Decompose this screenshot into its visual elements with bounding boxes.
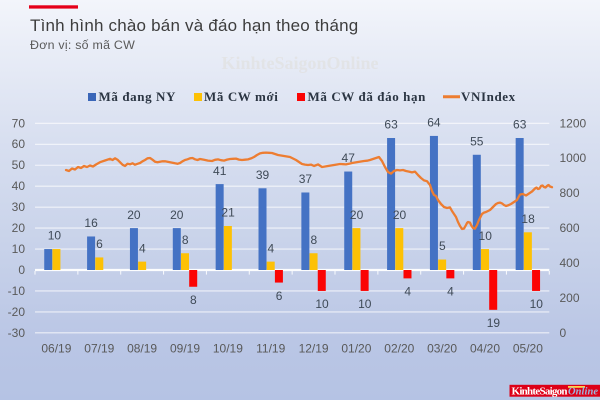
- svg-text:6: 6: [276, 289, 283, 303]
- svg-text:07/19: 07/19: [84, 342, 114, 356]
- svg-text:37: 37: [299, 172, 313, 186]
- svg-text:4: 4: [404, 285, 411, 299]
- svg-text:60: 60: [12, 137, 26, 151]
- svg-text:10: 10: [315, 297, 329, 311]
- svg-text:30: 30: [12, 200, 26, 214]
- svg-text:41: 41: [213, 164, 227, 178]
- svg-text:55: 55: [470, 135, 484, 149]
- svg-text:64: 64: [427, 116, 441, 130]
- svg-text:1200: 1200: [560, 116, 587, 130]
- svg-text:-20: -20: [8, 305, 26, 319]
- svg-text:20: 20: [127, 208, 141, 222]
- svg-text:Mã đang NY: Mã đang NY: [99, 89, 177, 104]
- svg-text:01/20: 01/20: [341, 342, 371, 356]
- svg-text:12/19: 12/19: [299, 342, 329, 356]
- svg-text:70: 70: [12, 116, 26, 130]
- svg-text:Tình hình chào bán và đáo hạn: Tình hình chào bán và đáo hạn theo tháng: [30, 16, 358, 35]
- svg-text:39: 39: [256, 168, 270, 182]
- svg-text:04/20: 04/20: [470, 342, 500, 356]
- svg-text:4: 4: [139, 241, 146, 255]
- svg-text:8: 8: [310, 233, 317, 247]
- svg-text:50: 50: [12, 158, 26, 172]
- svg-text:10: 10: [530, 297, 544, 311]
- svg-text:10: 10: [479, 229, 493, 243]
- svg-text:19: 19: [487, 316, 501, 330]
- svg-text:VNIndex: VNIndex: [461, 89, 516, 104]
- svg-text:Mã CW mới: Mã CW mới: [204, 89, 278, 104]
- svg-text:10: 10: [12, 242, 26, 256]
- svg-text:200: 200: [560, 291, 580, 305]
- svg-text:4: 4: [447, 285, 454, 299]
- svg-text:20: 20: [393, 208, 407, 222]
- svg-text:1000: 1000: [560, 151, 587, 165]
- svg-text:10: 10: [48, 229, 62, 243]
- svg-text:600: 600: [560, 221, 580, 235]
- svg-text:20: 20: [12, 221, 26, 235]
- svg-text:10: 10: [358, 297, 372, 311]
- svg-text:18: 18: [521, 212, 535, 226]
- svg-text:40: 40: [12, 179, 26, 193]
- svg-text:Mã CW đã đáo hạn: Mã CW đã đáo hạn: [308, 89, 427, 104]
- svg-text:05/20: 05/20: [513, 342, 543, 356]
- svg-text:08/19: 08/19: [127, 342, 157, 356]
- svg-text:0: 0: [560, 326, 567, 340]
- svg-text:02/20: 02/20: [384, 342, 414, 356]
- svg-text:6: 6: [96, 237, 103, 251]
- svg-text:KinhteSaigon: KinhteSaigon: [512, 386, 568, 398]
- svg-text:0: 0: [18, 263, 25, 277]
- svg-text:03/20: 03/20: [427, 342, 457, 356]
- svg-text:KinhteSaigonOnline: KinhteSaigonOnline: [221, 53, 378, 73]
- svg-text:800: 800: [560, 186, 580, 200]
- svg-text:09/19: 09/19: [170, 342, 200, 356]
- svg-text:06/19: 06/19: [41, 342, 71, 356]
- svg-text:47: 47: [342, 151, 356, 165]
- svg-text:Online: Online: [568, 387, 598, 398]
- svg-text:5: 5: [439, 239, 446, 253]
- svg-text:20: 20: [170, 208, 184, 222]
- svg-text:20: 20: [350, 208, 364, 222]
- svg-text:63: 63: [513, 118, 527, 132]
- svg-text:16: 16: [84, 216, 98, 230]
- svg-text:-30: -30: [8, 326, 26, 340]
- svg-text:4: 4: [268, 241, 275, 255]
- svg-text:10/19: 10/19: [213, 342, 243, 356]
- svg-text:63: 63: [384, 118, 398, 132]
- svg-text:-10: -10: [8, 284, 26, 298]
- svg-text:8: 8: [190, 293, 197, 307]
- svg-text:21: 21: [221, 206, 235, 220]
- svg-text:8: 8: [182, 233, 189, 247]
- svg-text:400: 400: [560, 256, 580, 270]
- svg-text:Đơn vị: số mã CW: Đơn vị: số mã CW: [30, 38, 135, 52]
- svg-text:11/19: 11/19: [256, 342, 285, 356]
